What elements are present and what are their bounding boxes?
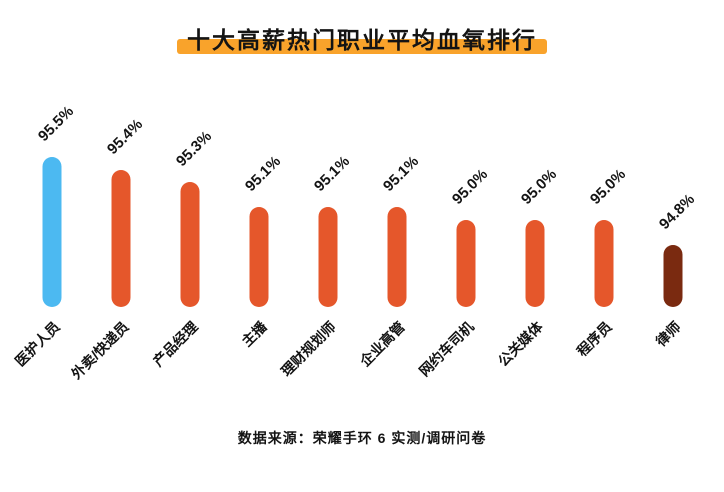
bar-category-label: 公关媒体 [494, 318, 546, 370]
bar-column: 94.8% 律师 [638, 62, 707, 412]
bar-chart-columns: 95.5% 医护人员 95.4% 外卖/快递员 95.3% 产品经理 95.1% 主播 95.1… [0, 62, 724, 412]
page-title: 十大高薪热门职业平均血氧排行 [177, 24, 547, 56]
bar-category-label: 程序员 [573, 318, 615, 360]
bar-value-label: 95.0% [518, 165, 561, 209]
bar [663, 245, 682, 308]
bar-column: 95.0% 公关媒体 [495, 62, 569, 412]
bar-value-label: 95.0% [449, 165, 492, 209]
bar-column: 95.4% 外卖/快递员 [68, 62, 155, 412]
bar [525, 220, 544, 308]
bar [111, 169, 130, 308]
bar-category-label: 律师 [652, 318, 684, 350]
bar-value-label: 95.1% [242, 153, 285, 196]
bar-value-label: 95.0% [587, 165, 630, 209]
bar-column: 95.5% 医护人员 [12, 62, 86, 412]
bar [249, 207, 268, 308]
bar-category-label: 产品经理 [149, 318, 201, 370]
bar [42, 157, 61, 308]
bar-value-label: 95.1% [380, 153, 423, 196]
bar-column: 95.0% 网约车司机 [416, 62, 500, 412]
bar-value-label: 94.8% [656, 191, 699, 234]
bar-chart: 95.5% 医护人员 95.4% 外卖/快递员 95.3% 产品经理 95.1% 主播 95.1… [0, 62, 724, 412]
bar [594, 220, 613, 308]
bar [318, 207, 337, 308]
bar-category-label: 医护人员 [11, 318, 63, 370]
bar-value-label: 95.4% [104, 115, 147, 158]
bar [180, 182, 199, 308]
bar-value-label: 95.3% [173, 128, 216, 171]
bar-column: 95.1% 企业高管 [357, 62, 431, 412]
bar-column: 95.0% 程序员 [569, 62, 638, 412]
title-highlight-bar [177, 39, 547, 55]
data-source-note: 数据来源：荣耀手环 6 实测/调研问卷 [237, 430, 487, 447]
header: 十大高薪热门职业平均血氧排行 [0, 0, 724, 56]
bar-column: 95.3% 产品经理 [150, 62, 224, 412]
bar-column: 95.1% 主播 [224, 62, 293, 412]
page-title-text: 十大高薪热门职业平均血氧排行 [187, 27, 537, 53]
bar-column: 95.1% 理财规划师 [278, 62, 362, 412]
bar-category-label: 主播 [238, 318, 270, 350]
bar [456, 220, 475, 308]
bar-value-label: 95.5% [35, 103, 78, 146]
bar-category-label: 企业高管 [356, 318, 408, 370]
bar-value-label: 95.1% [311, 153, 354, 196]
bar [387, 207, 406, 308]
